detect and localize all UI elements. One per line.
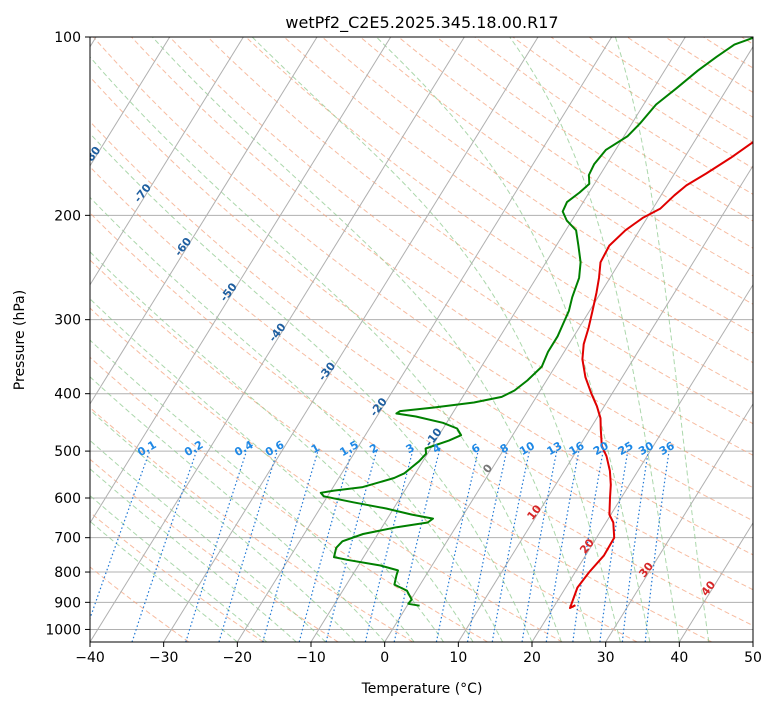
x-tick-label: 20 xyxy=(523,650,541,666)
chart-title: wetPf2_C2E5.2025.345.18.00.R17 xyxy=(285,13,558,33)
y-tick-label: 700 xyxy=(54,531,81,547)
y-axis-label: Pressure (hPa) xyxy=(12,290,28,390)
y-tick-label: 300 xyxy=(54,313,81,329)
y-tick-label: 1000 xyxy=(45,622,81,638)
y-tick-label: 900 xyxy=(54,595,81,611)
y-tick-label: 200 xyxy=(54,208,81,224)
x-tick-label: −30 xyxy=(149,650,179,666)
y-tick-label: 800 xyxy=(54,565,81,581)
y-tick-label: 500 xyxy=(54,444,81,460)
x-tick-label: 10 xyxy=(449,650,467,666)
x-tick-label: 40 xyxy=(670,650,688,666)
x-tick-label: 0 xyxy=(380,650,389,666)
x-tick-label: 50 xyxy=(744,650,762,666)
plot-background xyxy=(90,37,753,642)
x-tick-label: −10 xyxy=(296,650,326,666)
y-tick-label: 100 xyxy=(54,30,81,46)
y-tick-label: 600 xyxy=(54,491,81,507)
x-axis-label: Temperature (°C) xyxy=(361,681,483,697)
x-tick-label: 30 xyxy=(597,650,615,666)
x-tick-label: −20 xyxy=(223,650,253,666)
y-tick-label: 400 xyxy=(54,387,81,403)
x-tick-label: −40 xyxy=(75,650,105,666)
